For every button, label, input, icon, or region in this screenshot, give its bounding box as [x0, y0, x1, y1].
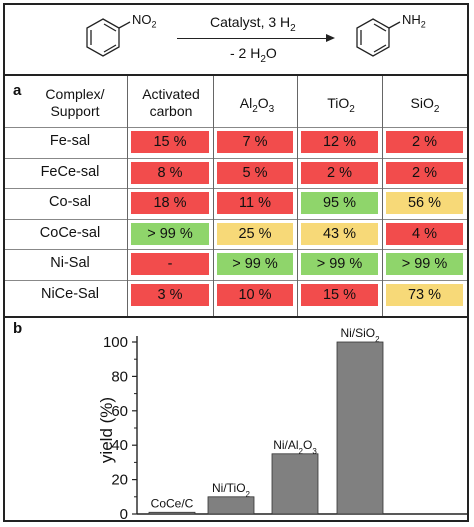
condition-top: Catalyst, 3 H2 — [210, 14, 296, 34]
y-tick-label: 20 — [111, 472, 128, 489]
row-label: FeCe-sal — [40, 163, 100, 180]
bar-category-label: Ni/SiO2 — [340, 326, 380, 344]
row-label: Fe-sal — [49, 133, 91, 149]
header-sio2: SiO2 — [410, 95, 440, 115]
yield-cell: 15 % — [131, 131, 209, 153]
panel-label-b: b — [13, 320, 23, 337]
figure-frame: NO2 Catalyst, 3 H2 - 2 H2O NH2 a Complex… — [3, 3, 471, 523]
divider-bottom — [5, 316, 467, 318]
nitro-group-label: NO2 — [132, 12, 157, 30]
aniline-structure — [356, 18, 401, 57]
yield-cell: 56 % — [386, 192, 463, 214]
bar — [336, 341, 384, 515]
yield-cell: 7 % — [217, 131, 293, 153]
yield-cell: 2 % — [386, 131, 463, 153]
amino-group-label: NH2 — [402, 12, 426, 30]
y-tick-label: 100 — [103, 334, 128, 351]
y-tick-label: 80 — [111, 368, 128, 385]
yield-cell: > 99 % — [301, 253, 378, 275]
bar — [148, 511, 196, 515]
yield-cell: 95 % — [301, 192, 378, 214]
yield-cell: 12 % — [301, 131, 378, 153]
col-divider — [213, 76, 214, 316]
row-label: NiCe-Sal — [40, 285, 99, 302]
nitrobenzene-structure — [86, 18, 131, 57]
yield-cell: > 99 % — [217, 253, 293, 275]
condition-bottom: - 2 H2O — [230, 45, 277, 65]
yield-cell: 2 % — [386, 161, 463, 184]
row-divider — [5, 157, 467, 159]
y-tick-label: 0 — [120, 506, 128, 523]
bar-category-label: Ni/TiO2 — [212, 481, 251, 499]
yield-cell: > 99 % — [386, 253, 463, 275]
y-tick-label: 60 — [111, 403, 128, 420]
row-label: Ni-Sal — [50, 255, 90, 271]
yield-cell: 43 % — [301, 222, 378, 245]
yield-cell: 15 % — [301, 283, 378, 306]
yield-cell: 5 % — [217, 161, 293, 184]
yield-cell: 11 % — [217, 192, 293, 214]
row-divider — [5, 188, 467, 189]
col-divider — [382, 76, 383, 316]
y-axis-label: yield (%) — [97, 397, 116, 463]
yield-cell: 2 % — [301, 161, 378, 184]
yield-cell: 10 % — [217, 283, 293, 306]
yield-cell: 73 % — [386, 283, 463, 306]
row-divider — [5, 279, 467, 281]
row-label: CoCe-sal — [39, 224, 101, 241]
header-activated-carbon: Activated carbon — [142, 86, 200, 119]
bar-category-label: CoCe/C — [151, 496, 194, 510]
y-tick-label: 40 — [111, 437, 128, 454]
divider-top — [5, 74, 467, 76]
yield-cell: - — [131, 253, 209, 275]
yield-cell: 25 % — [217, 222, 293, 245]
row-divider — [5, 127, 467, 128]
bar-category-label: Ni/Al2O3 — [273, 438, 317, 456]
reaction-arrow — [177, 32, 335, 44]
yield-cell: 18 % — [131, 192, 209, 214]
reaction-scheme: NO2 Catalyst, 3 H2 - 2 H2O NH2 — [5, 5, 471, 69]
yield-cell: > 99 % — [131, 222, 209, 245]
bar — [271, 453, 319, 515]
panel-label-a: a — [13, 82, 22, 99]
header-tio2: TiO2 — [327, 95, 355, 115]
row-divider — [5, 249, 467, 250]
yield-bar-chart: yield (%) 0 20 40 60 80 100 CoCe/C Ni/TiO2 Ni/Al… — [97, 326, 467, 523]
row-label: Co-sal — [49, 194, 91, 210]
header-al2o3: Al2O3 — [239, 95, 275, 115]
col-divider — [127, 76, 128, 316]
yield-cell: 8 % — [131, 161, 209, 184]
corner-header: Complex/Support — [45, 86, 105, 119]
yield-cell: 3 % — [131, 283, 209, 306]
yield-cell: 4 % — [386, 222, 463, 245]
bar — [207, 496, 255, 515]
row-divider — [5, 218, 467, 220]
col-divider — [297, 76, 298, 316]
